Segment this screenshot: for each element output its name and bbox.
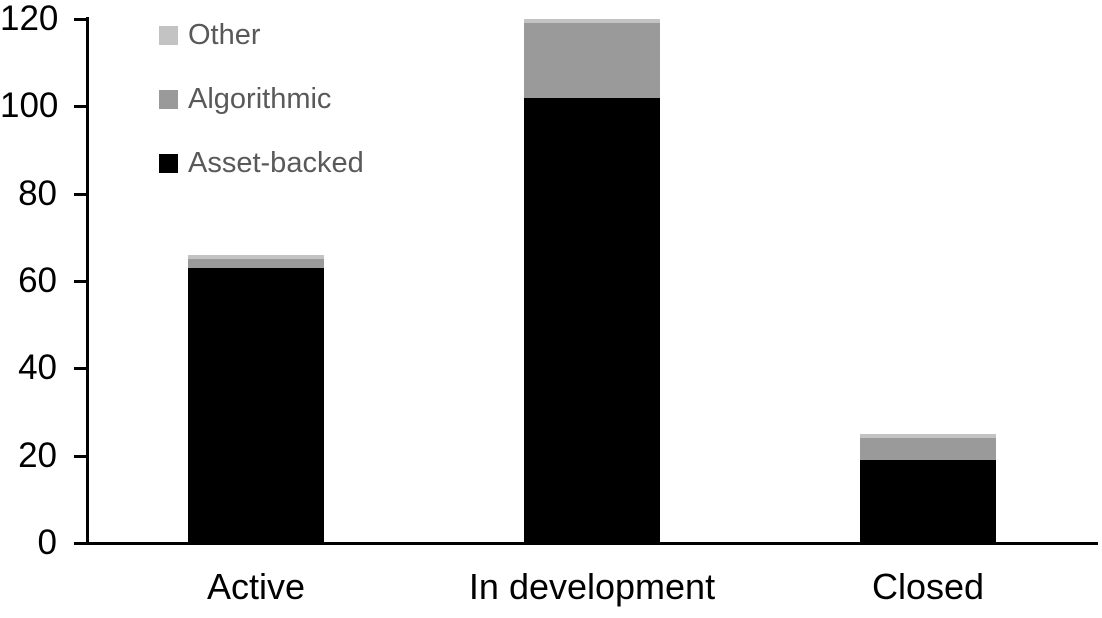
category-label-in-development: In development: [468, 566, 716, 607]
bar-in-development-segment-other: [524, 19, 660, 24]
y-tick-label-100: 100: [0, 86, 59, 125]
bar-active-segment-asset-backed: [188, 267, 324, 543]
bar-closed-segment-asset-backed: [860, 460, 996, 543]
bar-active-segment-other: [188, 254, 324, 260]
legend-marker-asset-backed: [159, 153, 178, 173]
legend-item-algorithmic: Algorithmic: [159, 83, 331, 115]
y-tick-mark-20: [74, 455, 88, 458]
y-tick-mark-80: [74, 193, 88, 196]
legend-label-other: Other: [188, 18, 261, 51]
bar-closed-segment-algorithmic: [860, 438, 996, 461]
y-tick-label-120: 120: [0, 0, 59, 38]
bar-closed-segment-other: [860, 433, 996, 439]
legend-label-algorithmic: Algorithmic: [188, 82, 332, 115]
legend-item-other: Other: [159, 19, 261, 51]
y-tick-mark-60: [74, 280, 88, 283]
legend-label-asset-backed: Asset-backed: [188, 146, 364, 179]
legend-marker-other: [159, 25, 178, 45]
y-tick-label-20: 20: [18, 436, 57, 475]
legend-marker-algorithmic: [159, 89, 178, 109]
category-label-closed: Closed: [871, 566, 985, 607]
bar-active-segment-algorithmic: [188, 259, 324, 268]
y-tick-mark-100: [74, 105, 88, 108]
y-tick-label-0: 0: [37, 523, 57, 562]
category-label-active: Active: [206, 566, 306, 607]
bar-in-development-segment-asset-backed: [524, 97, 660, 543]
y-tick-mark-0: [74, 542, 88, 545]
legend-item-asset-backed: Asset-backed: [159, 147, 364, 179]
y-tick-label-80: 80: [18, 174, 57, 213]
y-tick-mark-40: [74, 367, 88, 370]
y-tick-label-40: 40: [18, 348, 57, 387]
x-axis-line: [75, 542, 1098, 545]
bar-in-development-segment-algorithmic: [524, 23, 660, 98]
y-tick-label-60: 60: [18, 261, 57, 300]
y-tick-mark-120: [74, 18, 88, 21]
